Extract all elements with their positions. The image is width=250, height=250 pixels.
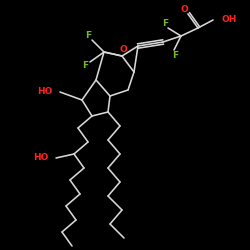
Text: F: F	[162, 18, 168, 28]
Text: HO: HO	[36, 86, 52, 96]
Text: F: F	[85, 30, 91, 40]
Text: F: F	[82, 62, 88, 70]
Text: O: O	[180, 4, 188, 14]
Text: OH: OH	[222, 14, 238, 24]
Text: HO: HO	[32, 154, 48, 162]
Text: F: F	[172, 50, 178, 59]
Text: O: O	[119, 46, 127, 54]
